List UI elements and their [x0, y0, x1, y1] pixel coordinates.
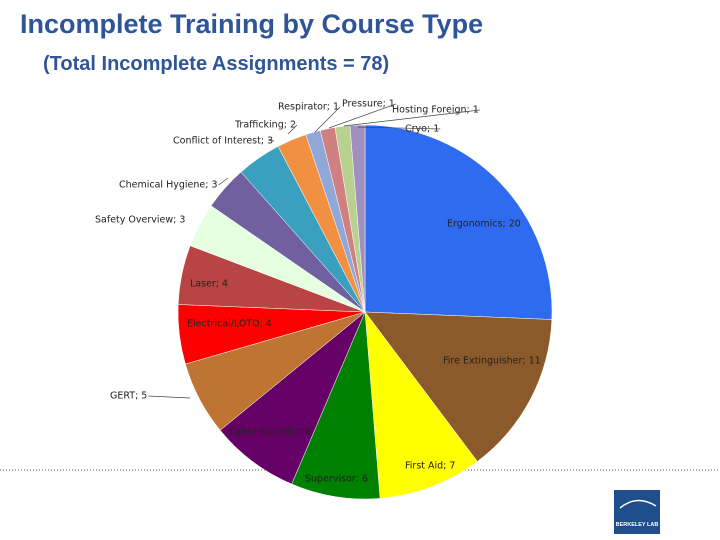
pie-slice [364, 311, 478, 499]
leader-line [218, 177, 229, 186]
data-label: Conflict of Interest; 3 [173, 136, 273, 147]
data-label: Electrical/LOTO; 4 [187, 319, 272, 330]
data-label: Chemical Hygiene; 3 [119, 180, 218, 191]
chart-title: Incomplete Training by Course Type [20, 9, 483, 39]
data-label: Fire Extinguisher; 11 [443, 356, 541, 367]
data-label: Cryo; 1 [405, 124, 439, 135]
logo-text: BERKELEY LAB [616, 522, 659, 528]
logo-box [614, 490, 660, 534]
data-label: GERT; 5 [110, 391, 147, 402]
leader-line [328, 103, 396, 129]
data-label: Ergonomics; 20 [447, 219, 521, 230]
leader-line [267, 139, 275, 142]
logo-arc [619, 499, 657, 509]
leader-line [343, 109, 480, 127]
data-label: Respirator; 1 [278, 102, 339, 113]
data-label: Supervisor; 6 [305, 474, 368, 485]
data-label: Safety Overview; 3 [95, 215, 185, 226]
data-label: Cyber Security; 6 [229, 427, 311, 438]
leader-line [314, 106, 341, 133]
chart-subtitle: (Total Incomplete Assignments = 78) [43, 53, 389, 75]
pie-slice [364, 311, 553, 462]
leader-line [148, 395, 191, 399]
leader-line [287, 124, 298, 135]
data-label: Laser; 4 [190, 279, 228, 290]
data-label: Hosting Foreign; 1 [392, 105, 479, 116]
logo: BERKELEY LAB [614, 490, 660, 534]
leader-line [357, 126, 441, 130]
data-label: First Aid; 7 [405, 461, 455, 472]
data-label: Trafficking; 2 [234, 120, 296, 131]
data-label: Pressure; 1 [342, 99, 395, 110]
